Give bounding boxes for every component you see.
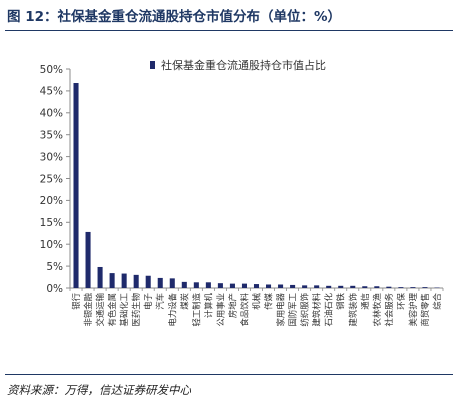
bar-农林牧渔	[374, 286, 380, 288]
x-category-label: 机械	[252, 292, 262, 309]
legend-label: 社保基金重仓流通股持仓市值占比	[161, 58, 326, 72]
bar-交通运输	[97, 266, 103, 288]
y-tick-label: 20%	[40, 195, 63, 207]
x-category-label: 建筑材料	[312, 292, 322, 326]
x-category-label: 社会服务	[384, 292, 394, 326]
bar-社会服务	[386, 286, 392, 288]
bar-国防军工	[290, 284, 296, 288]
y-tick-label: 50%	[40, 64, 63, 76]
x-category-label: 纺织服饰	[300, 293, 310, 327]
x-category-label: 非银金融	[83, 292, 93, 326]
bar-钢铁	[338, 285, 344, 288]
x-category-label: 通信	[360, 293, 370, 310]
bar-美容护理	[410, 287, 416, 288]
y-tick-label: 5%	[46, 261, 63, 273]
x-category-label: 银行	[71, 293, 81, 310]
x-category-label: 基础化工	[119, 293, 129, 327]
bar-汽车	[157, 277, 163, 288]
bar-食品饮料	[241, 283, 247, 288]
x-category-label: 环保	[396, 292, 406, 309]
bar-基础化工	[121, 273, 127, 288]
bar-通信	[362, 286, 368, 288]
x-category-label: 钢铁	[336, 292, 346, 309]
y-tick-label: 25%	[40, 173, 63, 185]
bar-煤炭	[181, 281, 187, 288]
x-category-label: 综合	[432, 292, 442, 309]
bar-chart: 0% 5% 10% 15% 20% 25% 30% 35% 40% 45% 50% 银行 非银金融 交通运…	[40, 58, 444, 327]
bar-计算机	[205, 282, 211, 288]
y-tick-label: 10%	[40, 239, 63, 251]
x-category-label: 公用事业	[215, 293, 225, 327]
bar-纺织服饰	[302, 285, 308, 288]
bar-房地产	[229, 283, 235, 288]
bar-公用事业	[217, 283, 223, 288]
y-tick-label: 45%	[40, 86, 63, 98]
bar-建筑材料	[314, 285, 320, 288]
y-tick-label: 30%	[40, 151, 63, 163]
bar-商贸零售	[422, 287, 428, 288]
x-category-label: 医药生物	[131, 293, 141, 327]
x-category-label: 农林牧渔	[372, 293, 382, 327]
legend-swatch	[150, 61, 155, 69]
x-category-label: 计算机	[203, 292, 213, 318]
bar-机械	[253, 284, 260, 288]
x-category-label: 建筑装饰	[348, 293, 358, 327]
x-category-label: 交通运输	[95, 292, 105, 326]
x-category-label: 家用电器	[276, 292, 286, 326]
x-category-label: 电子	[143, 293, 153, 310]
x-category-label: 房地产	[227, 293, 237, 318]
y-tick-label: 0%	[46, 283, 63, 295]
bar-建筑装饰	[350, 285, 356, 288]
bar-电子	[145, 275, 151, 288]
title-rule	[5, 30, 453, 31]
x-category-label: 石油石化	[324, 292, 334, 326]
x-category-label: 商贸零售	[420, 293, 430, 327]
y-tick-label: 15%	[40, 217, 63, 229]
bar-非银金融	[85, 231, 91, 288]
x-category-label: 有色金属	[107, 293, 117, 327]
source-rule	[5, 374, 453, 375]
bar-有色金属	[109, 273, 115, 288]
source-note: 资料来源：万得，信达证券研发中心	[7, 383, 191, 397]
x-category-label: 传媒	[264, 292, 274, 309]
x-category-label: 汽车	[155, 293, 165, 310]
figure-title: 图 12：社保基金重仓流通股持仓市值分布（单位：%）	[7, 9, 342, 25]
x-category-label: 电力设备	[167, 292, 177, 326]
y-tick-label: 35%	[40, 130, 63, 142]
bar-传媒	[266, 284, 272, 288]
bar-银行	[73, 83, 79, 289]
x-category-label: 轻工制造	[191, 292, 201, 326]
y-tick-label: 40%	[40, 108, 63, 120]
x-category-label: 美容护理	[408, 292, 418, 326]
x-category-label: 煤炭	[179, 292, 189, 309]
x-category-label: 国防军工	[288, 293, 298, 327]
bar-电力设备	[169, 278, 175, 288]
x-category-label: 食品饮料	[239, 292, 249, 326]
bar-家用电器	[278, 284, 284, 288]
bar-医药生物	[133, 274, 139, 288]
bar-轻工制造	[193, 282, 199, 288]
bar-石油石化	[326, 285, 332, 288]
bar-环保	[398, 287, 404, 288]
